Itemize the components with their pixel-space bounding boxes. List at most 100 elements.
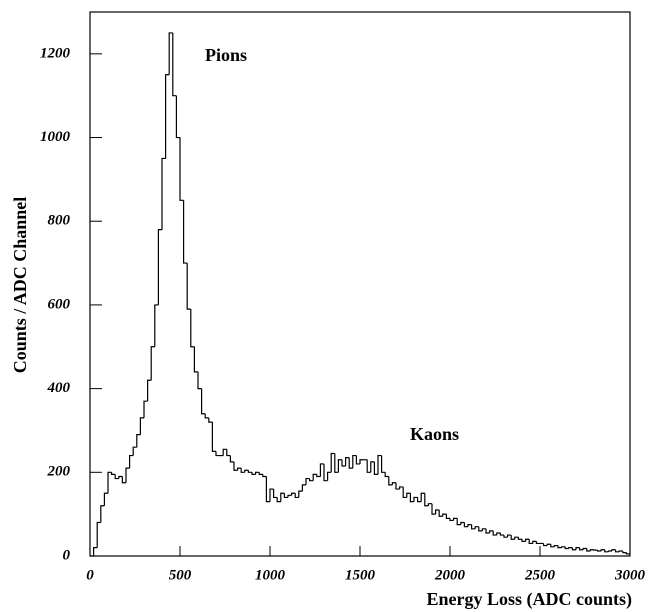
histogram-bin xyxy=(129,454,134,469)
histogram-bin xyxy=(301,484,306,492)
histogram-bin xyxy=(561,546,566,548)
histogram-bin xyxy=(481,528,486,531)
histogram-bin xyxy=(597,550,602,552)
x-tick-label: 2000 xyxy=(434,567,466,583)
histogram-bin xyxy=(154,304,159,347)
histogram-bin xyxy=(150,346,155,381)
x-tick-label: 2500 xyxy=(524,567,556,583)
histogram-bin xyxy=(582,547,587,550)
histogram-bin xyxy=(568,547,573,549)
y-tick-label: 0 xyxy=(63,547,71,563)
histogram-bin xyxy=(276,497,281,503)
histogram-bin xyxy=(348,457,353,469)
histogram-bin xyxy=(417,497,422,503)
histogram-bin xyxy=(424,493,429,507)
histogram-bin xyxy=(413,496,418,502)
histogram-bin xyxy=(399,486,404,490)
histogram-bin xyxy=(359,459,364,464)
annotation: Kaons xyxy=(410,424,459,444)
histogram-bin xyxy=(409,493,414,503)
histogram-bin xyxy=(175,95,180,139)
histogram-bin xyxy=(319,463,324,477)
histogram-bin xyxy=(345,457,350,467)
histogram-bin xyxy=(136,434,141,448)
histogram-bin xyxy=(550,544,555,548)
histogram-bin xyxy=(586,548,591,552)
histogram-bin xyxy=(233,461,238,471)
x-tick-label: 1500 xyxy=(345,567,376,583)
histogram-bin xyxy=(208,417,213,423)
histogram-bin xyxy=(262,474,267,478)
histogram-bin xyxy=(507,534,512,538)
histogram-bin xyxy=(265,476,270,503)
histogram-bin xyxy=(255,471,260,475)
y-axis-label: Counts / ADC Channel xyxy=(10,197,30,374)
y-tick-label: 800 xyxy=(48,213,71,229)
histogram-bin xyxy=(622,550,627,554)
histogram-bin xyxy=(352,454,357,469)
histogram-bin xyxy=(93,547,98,556)
x-axis-label: Energy Loss (ADC counts) xyxy=(426,589,632,610)
histogram-bin xyxy=(442,513,447,517)
histogram-bin xyxy=(305,477,310,485)
histogram-bin xyxy=(193,346,198,373)
histogram-bin xyxy=(215,451,220,457)
histogram-bin xyxy=(543,543,548,547)
histogram-bin xyxy=(366,459,371,473)
histogram-bin xyxy=(388,476,393,486)
histogram-bin xyxy=(197,371,202,390)
histogram-bin xyxy=(168,32,173,75)
histogram-bin xyxy=(485,528,490,534)
histogram-bin xyxy=(471,524,476,530)
histogram-bin xyxy=(370,461,375,473)
histogram-bin xyxy=(143,400,148,418)
histogram-bin xyxy=(211,422,216,452)
histogram-bin xyxy=(355,455,360,465)
histogram-bin xyxy=(553,544,558,547)
histogram-bin xyxy=(377,454,382,475)
histogram-bin xyxy=(449,518,454,522)
histogram-bin xyxy=(341,459,346,467)
histogram-bin xyxy=(489,530,494,533)
histogram-bin xyxy=(244,469,249,473)
histogram-bin xyxy=(589,549,594,551)
histogram-bin xyxy=(625,552,630,555)
histogram-bin xyxy=(107,471,112,494)
histogram-bin xyxy=(186,263,191,310)
histogram-bin xyxy=(496,532,501,536)
y-tick-label: 1200 xyxy=(40,45,71,61)
x-tick-label: 3000 xyxy=(614,567,646,583)
histogram-bin xyxy=(100,505,105,523)
histogram-bin xyxy=(492,530,497,536)
histogram-bin xyxy=(226,449,231,457)
histogram-bin xyxy=(298,490,303,498)
histogram-bin xyxy=(258,472,263,475)
histogram-bin xyxy=(157,229,162,305)
histogram-bin xyxy=(499,532,504,536)
x-tick-label: 500 xyxy=(169,567,192,583)
histogram-bin xyxy=(240,468,245,473)
histogram-bin xyxy=(478,526,483,532)
histogram-bin xyxy=(247,470,252,473)
histogram-bin xyxy=(334,453,339,473)
histogram-bin xyxy=(381,455,386,473)
histogram-bin xyxy=(427,503,432,506)
histogram-bin xyxy=(139,417,144,435)
histogram-bin xyxy=(229,455,234,463)
histogram-bin xyxy=(521,539,526,542)
y-tick-label: 600 xyxy=(48,296,71,312)
histogram-bin xyxy=(600,549,605,551)
x-tick-label: 0 xyxy=(86,567,94,583)
histogram-bin xyxy=(438,509,443,517)
histogram-bin xyxy=(309,478,314,482)
histogram-bin xyxy=(337,459,342,473)
histogram-bin xyxy=(111,472,116,475)
histogram-bin xyxy=(114,474,119,480)
histogram-bin xyxy=(571,547,576,551)
histogram-bin xyxy=(510,535,515,540)
histogram-bin xyxy=(96,521,101,548)
histogram-bin xyxy=(373,461,378,475)
histogram-bin xyxy=(528,539,533,545)
histogram-bin xyxy=(517,537,522,540)
